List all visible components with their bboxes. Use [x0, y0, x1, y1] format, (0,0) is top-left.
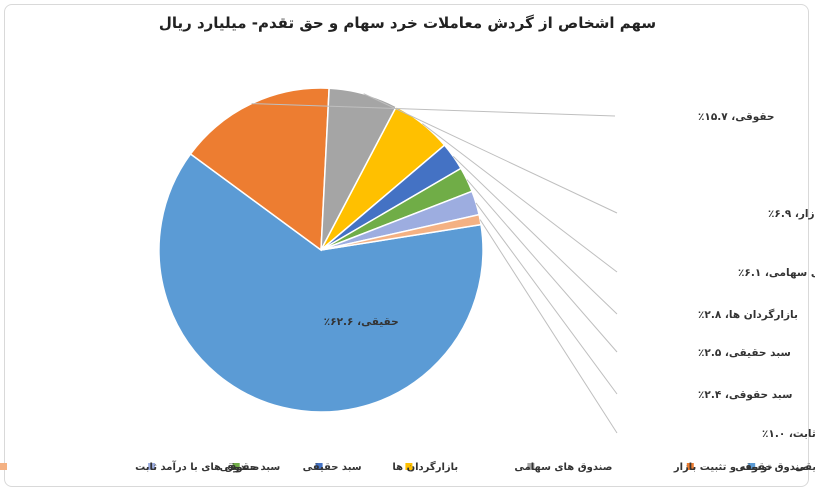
leader-line: [251, 103, 616, 117]
legend-label: صندوق های با درآمد ثابت: [135, 460, 259, 473]
data-label: سبد حقوقی، ۲.۴٪: [698, 389, 792, 401]
data-label: صندوق توسعه و تثبیت بازار، ۶.۹٪: [768, 208, 815, 220]
data-labels: حقیقی، ۶۲.۶٪ حقوقی، ۱۵.۷٪ صندوق توسعه و تث…: [324, 111, 815, 440]
data-label: صندوق های با درآمد ثابت، ۱.۰٪: [762, 427, 815, 440]
legend-label: سبد حقیقی: [303, 462, 362, 473]
legend-swatch: [315, 463, 323, 470]
pie-slice: [189, 87, 330, 252]
legend-swatch: [0, 463, 7, 470]
leader-line: [466, 179, 618, 353]
data-label: حقوقی، ۱۵.۷٪: [698, 111, 775, 123]
pie-slices: [158, 87, 484, 413]
leader-line: [475, 202, 618, 395]
legend-label: صندوق توسعه و تثبیت بازار: [673, 462, 809, 473]
chart-title: سهم اشخاص از گردش معاملات خرد سهام و حق …: [158, 14, 657, 32]
legend-label: حقیقی: [795, 462, 815, 473]
data-label: حقیقی، ۶۲.۶٪: [324, 316, 399, 328]
leader-lines: [251, 93, 618, 434]
legend-swatch: [527, 463, 535, 470]
leader-line: [421, 123, 618, 273]
legend-swatch: [148, 463, 156, 470]
leader-line: [452, 156, 618, 315]
legend-label: سبد حقوقی: [220, 462, 281, 473]
legend-swatch: [405, 463, 413, 470]
legend-label: صندوق های سهامی: [514, 462, 612, 473]
pie-slice: [158, 152, 484, 413]
data-label: سبد حقیقی، ۲.۵٪: [698, 347, 791, 359]
leader-line: [363, 93, 618, 214]
data-label: بازارگردان ها، ۲.۸٪: [698, 308, 798, 321]
legend-label: بازارگردان ها: [392, 460, 458, 473]
legend-swatch: [232, 463, 240, 470]
legend-swatch: [686, 463, 694, 470]
leader-line: [479, 219, 618, 434]
legend-swatch: [748, 463, 756, 470]
legend-label: حقوقی: [735, 462, 772, 473]
data-label: صندوق های سهامی، ۶.۱٪: [738, 267, 815, 279]
